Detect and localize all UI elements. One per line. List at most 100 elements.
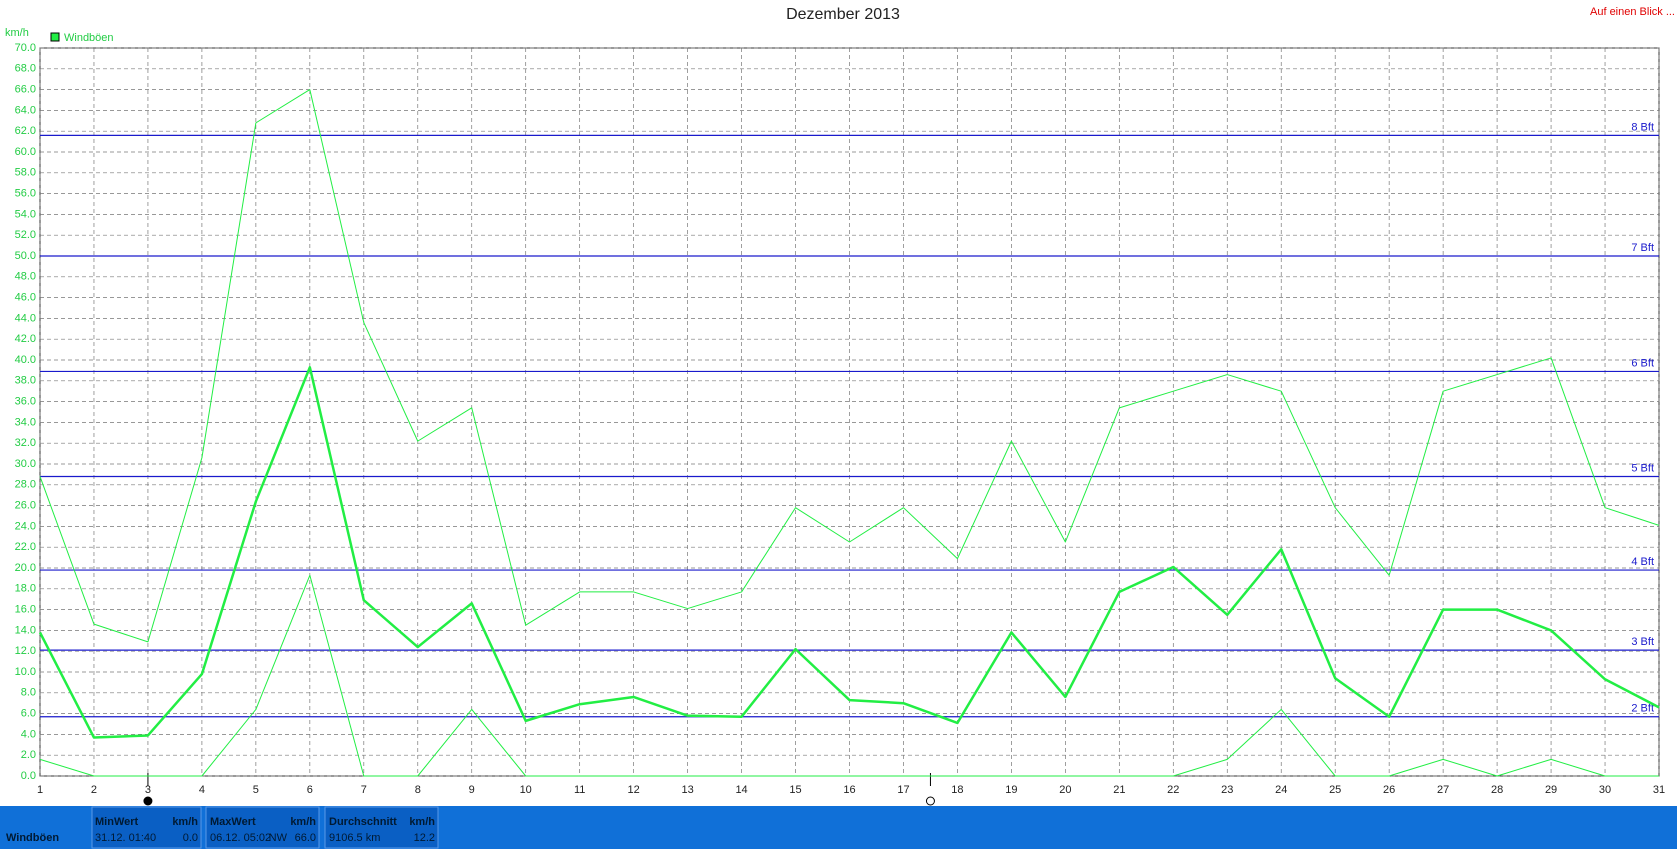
y-tick-label: 68.0 xyxy=(15,63,36,75)
x-tick-label: 11 xyxy=(574,784,585,796)
x-tick-label: 28 xyxy=(1491,784,1503,796)
y-tick-label: 8.0 xyxy=(21,687,36,699)
summary-time: 06.12. 05:02 xyxy=(210,832,271,844)
link[interactable]: Auf einen Blick ... xyxy=(1590,6,1675,18)
y-tick-label: 36.0 xyxy=(15,396,36,408)
data-line xyxy=(39,89,1660,643)
x-tick-label: 1 xyxy=(37,784,43,796)
y-tick-label: 20.0 xyxy=(15,562,36,574)
y-tick-label: 6.0 xyxy=(21,708,36,720)
x-tick-label: 3 xyxy=(145,784,151,796)
reference-label: 4 Bft xyxy=(1631,556,1654,568)
summary-unit: km/h xyxy=(172,816,198,828)
x-tick-label: 29 xyxy=(1545,784,1557,796)
y-tick-label: 42.0 xyxy=(15,333,36,345)
legend-label: Windböen xyxy=(64,32,114,44)
y-tick-label: 22.0 xyxy=(15,541,36,553)
reference-label: 6 Bft xyxy=(1631,357,1654,369)
x-tick-label: 16 xyxy=(843,784,855,796)
x-tick-label: 23 xyxy=(1221,784,1233,796)
x-tick-label: 6 xyxy=(307,784,313,796)
summary-dir: NW xyxy=(269,832,288,844)
reference-label: 3 Bft xyxy=(1631,636,1654,648)
x-tick-label: 12 xyxy=(628,784,640,796)
summary-value: 66.0 xyxy=(295,832,316,844)
x-tick-label: 31 xyxy=(1653,784,1665,796)
summary-cell xyxy=(205,806,320,849)
summary-time: 31.12. 01:40 xyxy=(95,832,156,844)
y-tick-label: 60.0 xyxy=(15,146,36,158)
summary-cell xyxy=(324,806,439,849)
x-tick-label: 25 xyxy=(1329,784,1341,796)
x-tick-label: 17 xyxy=(897,784,909,796)
x-tick-label: 26 xyxy=(1383,784,1395,796)
moon-marker xyxy=(143,796,153,806)
y-tick-label: 56.0 xyxy=(15,188,36,200)
y-tick-label: 10.0 xyxy=(15,666,36,678)
x-tick-label: 7 xyxy=(361,784,367,796)
y-tick-label: 32.0 xyxy=(15,437,36,449)
y-tick-label: 28.0 xyxy=(15,479,36,491)
summary-unit: km/h xyxy=(290,816,316,828)
y-tick-label: 40.0 xyxy=(15,354,36,366)
x-tick-label: 30 xyxy=(1599,784,1611,796)
chart-title: Dezember 2013 xyxy=(786,6,900,23)
x-tick-label: 20 xyxy=(1059,784,1071,796)
summary-header: MaxWert xyxy=(210,816,256,828)
x-tick-label: 22 xyxy=(1167,784,1179,796)
x-tick-label: 14 xyxy=(735,784,747,796)
x-tick-label: 8 xyxy=(415,784,421,796)
x-tick-label: 24 xyxy=(1275,784,1287,796)
y-tick-label: 50.0 xyxy=(15,250,36,262)
y-tick-label: 48.0 xyxy=(15,271,36,283)
y-tick-label: 12.0 xyxy=(15,645,36,657)
y-tick-label: 4.0 xyxy=(21,728,36,740)
summary-value: 12.2 xyxy=(414,832,435,844)
y-tick-label: 38.0 xyxy=(15,375,36,387)
reference-label: 5 Bft xyxy=(1631,462,1654,474)
x-tick-label: 5 xyxy=(253,784,259,796)
x-tick-label: 13 xyxy=(681,784,693,796)
y-tick-label: 54.0 xyxy=(15,208,36,220)
legend-swatch xyxy=(50,32,60,42)
data-line xyxy=(39,574,1659,777)
y-tick-label: 34.0 xyxy=(15,416,36,428)
y-tick-label: 70.0 xyxy=(15,42,36,54)
y-tick-label: 62.0 xyxy=(15,125,36,137)
reference-label: 8 Bft xyxy=(1631,121,1654,133)
moon-marker xyxy=(925,796,935,806)
y-axis-label: km/h xyxy=(5,27,29,39)
data-line xyxy=(38,366,1660,739)
y-tick-label: 46.0 xyxy=(15,292,36,304)
y-tick-label: 16.0 xyxy=(15,604,36,616)
y-tick-label: 0.0 xyxy=(21,770,36,782)
reference-label: 7 Bft xyxy=(1631,242,1654,254)
y-tick-label: 64.0 xyxy=(15,104,36,116)
x-tick-label: 2 xyxy=(91,784,97,796)
y-tick-label: 14.0 xyxy=(15,624,36,636)
y-tick-label: 58.0 xyxy=(15,167,36,179)
summary-header: MinWert xyxy=(95,816,139,828)
x-tick-label: 21 xyxy=(1113,784,1125,796)
y-tick-label: 30.0 xyxy=(15,458,36,470)
x-tick-label: 4 xyxy=(199,784,205,796)
summary-value: 0.0 xyxy=(183,832,198,844)
x-tick-label: 19 xyxy=(1005,784,1017,796)
x-tick-label: 27 xyxy=(1437,784,1449,796)
y-tick-label: 2.0 xyxy=(21,749,36,761)
summary-name: Windböen xyxy=(6,832,59,844)
x-tick-label: 9 xyxy=(469,784,475,796)
x-tick-label: 15 xyxy=(789,784,801,796)
y-tick-label: 66.0 xyxy=(15,84,36,96)
y-tick-label: 18.0 xyxy=(15,583,36,595)
summary-time: 9106.5 km xyxy=(329,832,380,844)
summary-unit: km/h xyxy=(409,816,435,828)
y-tick-label: 52.0 xyxy=(15,229,36,241)
y-tick-label: 24.0 xyxy=(15,520,36,532)
reference-label: 2 Bft xyxy=(1631,703,1654,715)
x-tick-label: 10 xyxy=(520,784,532,796)
y-tick-label: 44.0 xyxy=(15,312,36,324)
x-tick-label: 18 xyxy=(951,784,963,796)
summary-cell xyxy=(91,806,202,849)
